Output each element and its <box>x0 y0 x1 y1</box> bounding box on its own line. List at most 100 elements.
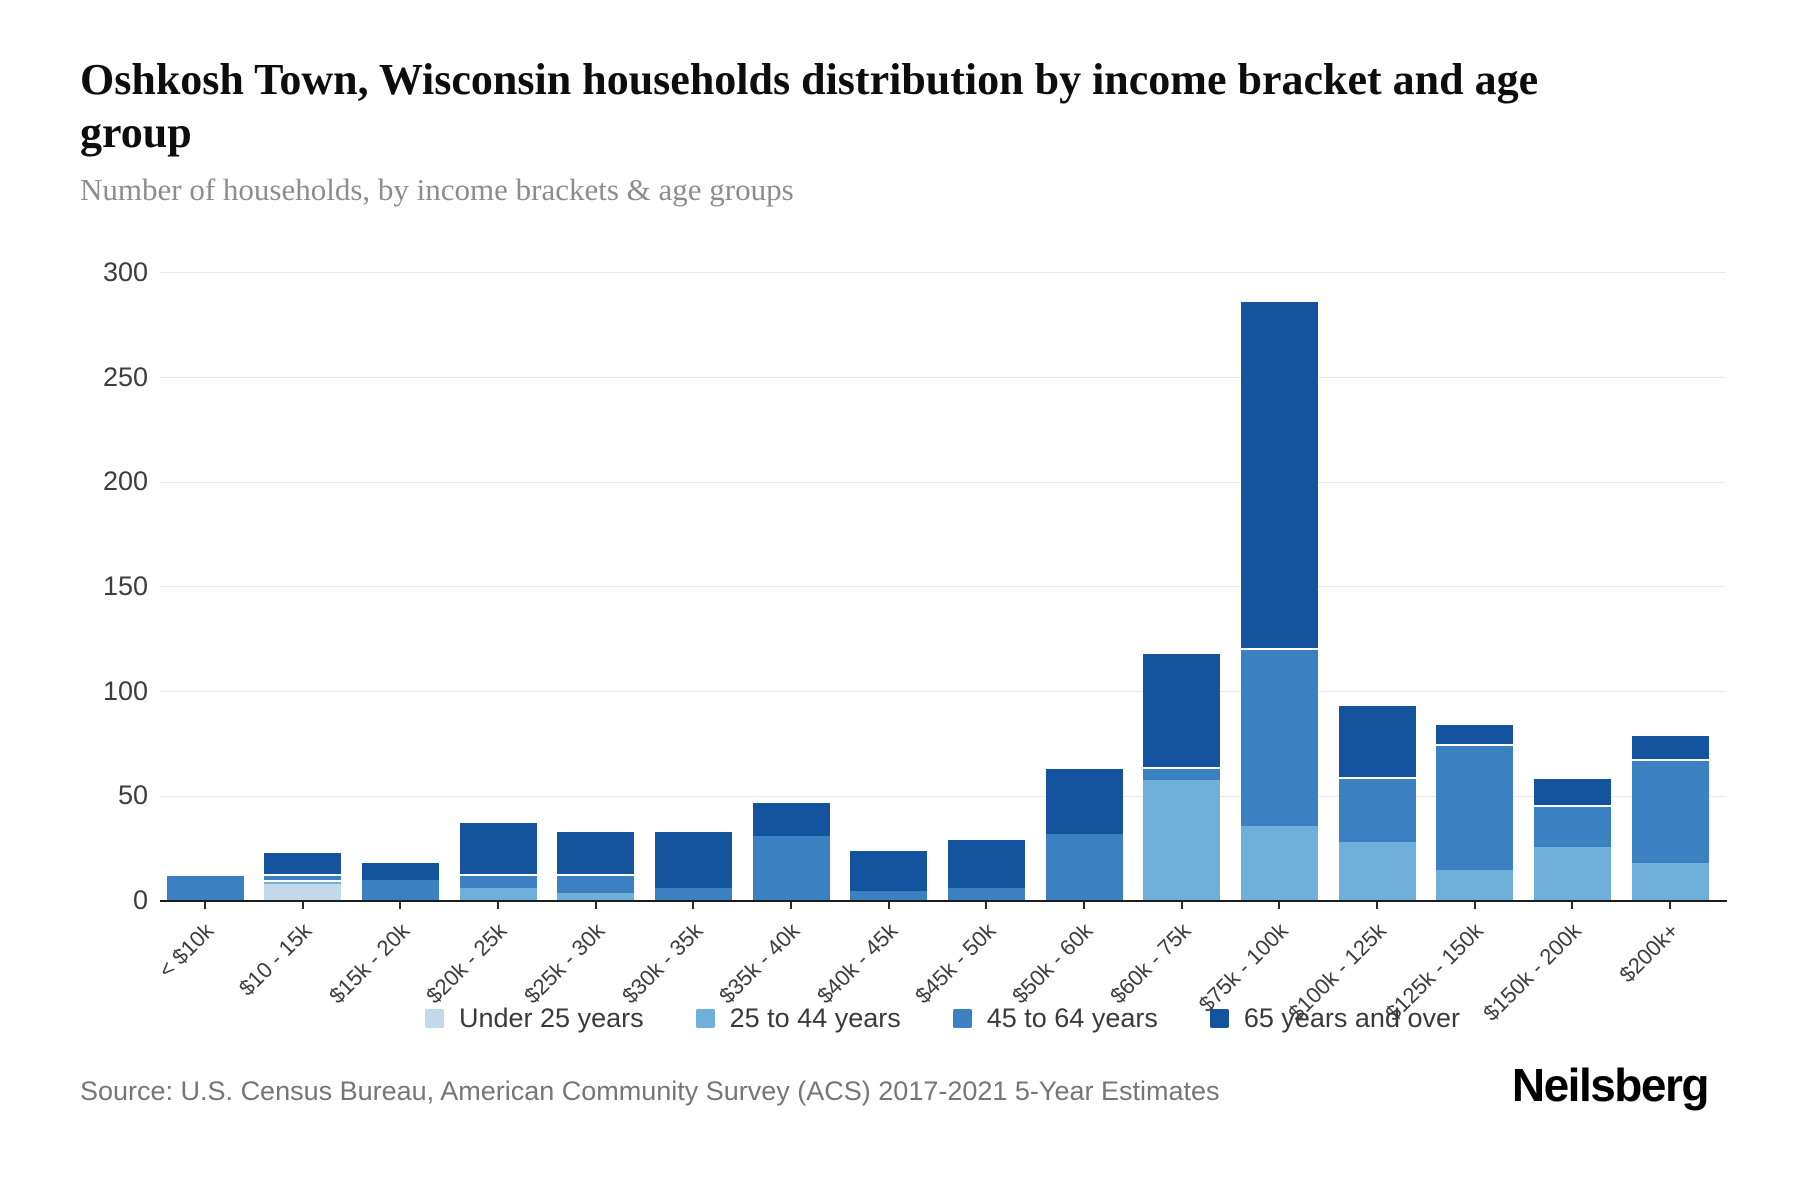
bar <box>1240 300 1318 901</box>
bar-segment <box>1631 758 1709 864</box>
x-tick-label: $200k+ <box>1614 918 1684 988</box>
bar-segment <box>654 888 732 901</box>
bar-segment <box>1143 767 1221 780</box>
bar <box>947 838 1025 901</box>
legend-label: 45 to 64 years <box>986 1003 1158 1033</box>
bar-segment <box>1436 869 1514 901</box>
plot-area <box>160 231 1725 901</box>
bar-segment <box>1045 767 1123 834</box>
legend-swatch <box>425 1009 444 1028</box>
bar <box>557 829 635 901</box>
x-tick <box>594 902 597 909</box>
x-tick <box>399 902 402 909</box>
legend-swatch <box>952 1009 972 1028</box>
legend-item: 45 to 64 years <box>952 1003 1158 1034</box>
bar-segment <box>850 890 928 901</box>
y-tick-label: 100 <box>102 675 148 706</box>
legend-swatch <box>1209 1009 1229 1028</box>
x-tick <box>1278 902 1281 909</box>
x-axis-line <box>160 900 1727 902</box>
bar-segment <box>361 880 439 901</box>
x-tick <box>985 902 988 909</box>
chart-title: Oshkosh Town, Wisconsin households distr… <box>80 55 1539 157</box>
bar-segment <box>264 884 342 901</box>
x-tick <box>790 902 792 909</box>
x-tick <box>1180 902 1183 909</box>
bar-segment <box>166 875 244 901</box>
legend-item: 65 years and over <box>1209 1003 1460 1034</box>
bar-segment <box>752 800 830 837</box>
bar <box>850 848 928 901</box>
y-tick-label: 200 <box>102 466 148 497</box>
bar <box>752 800 830 901</box>
legend-swatch <box>695 1009 715 1028</box>
bar-segment <box>1533 804 1611 847</box>
bar <box>654 829 732 901</box>
bar-segment <box>264 880 342 885</box>
y-tick-label: 250 <box>102 361 148 392</box>
grid-line <box>160 272 1725 274</box>
bar-segment <box>1143 779 1221 901</box>
bar-segment <box>557 829 635 874</box>
bar <box>1533 777 1611 901</box>
bar <box>1045 767 1123 901</box>
legend-label: Under 25 years <box>459 1003 644 1033</box>
bar-segment <box>264 850 342 874</box>
y-tick-label: 150 <box>102 570 148 601</box>
bar-segment <box>557 873 635 893</box>
y-tick-label: 50 <box>117 780 148 811</box>
bar-segment <box>1436 743 1514 870</box>
grid-line <box>160 377 1725 379</box>
x-tick <box>301 902 304 909</box>
bar <box>1631 733 1709 901</box>
x-tick <box>1376 902 1378 909</box>
y-tick-label: 300 <box>102 256 148 287</box>
bar-segment <box>1533 846 1611 901</box>
grid-line <box>160 795 1725 797</box>
bar-segment <box>752 836 830 901</box>
bar-segment <box>1338 777 1416 843</box>
legend-label: 25 to 44 years <box>729 1003 901 1033</box>
x-tick <box>204 902 206 909</box>
bar <box>1143 651 1221 901</box>
x-tick-label: $50k - 60k <box>1007 918 1098 1009</box>
chart-subtitle: Number of households, by income brackets… <box>80 172 794 207</box>
bar <box>1436 723 1514 901</box>
grid-line <box>160 586 1725 588</box>
legend-item: 25 to 44 years <box>695 1003 901 1034</box>
x-tick <box>1669 902 1671 909</box>
brand-logo: Neilsberg <box>1511 1059 1710 1111</box>
bar <box>166 875 244 901</box>
bar-segment <box>1631 733 1709 759</box>
bar-segment <box>1240 300 1318 648</box>
grid-line <box>160 481 1725 483</box>
bar-segment <box>654 829 732 889</box>
x-tick-label: $35k - 40k <box>714 918 805 1009</box>
bar-segment <box>557 892 635 901</box>
bar <box>361 861 439 901</box>
x-tick <box>1473 902 1476 909</box>
bar-segment <box>1631 863 1709 901</box>
source-text: Source: U.S. Census Bureau, American Com… <box>80 1076 1220 1106</box>
x-tick <box>692 902 695 909</box>
bar-segment <box>1045 834 1123 901</box>
x-tick <box>1571 902 1574 909</box>
bar-segment <box>947 838 1025 889</box>
x-tick <box>887 902 890 909</box>
bar-segment <box>850 848 928 891</box>
x-tick-label: $45k - 50k <box>909 918 1001 1009</box>
x-tick-label: $60k - 75k <box>1105 918 1196 1009</box>
bar-segment <box>1240 647 1318 826</box>
bar-segment <box>1143 651 1221 767</box>
bar-segment <box>1533 777 1611 805</box>
grid-line <box>160 691 1725 693</box>
x-tick-label: $25k - 30k <box>519 918 610 1009</box>
bar-segment <box>947 888 1025 901</box>
x-tick-label: $15k - 20k <box>323 918 415 1009</box>
bar <box>459 821 537 901</box>
bar <box>264 850 342 901</box>
bar-segment <box>459 888 537 901</box>
legend-item: Under 25 years <box>425 1003 644 1034</box>
bar-segment <box>361 861 439 881</box>
